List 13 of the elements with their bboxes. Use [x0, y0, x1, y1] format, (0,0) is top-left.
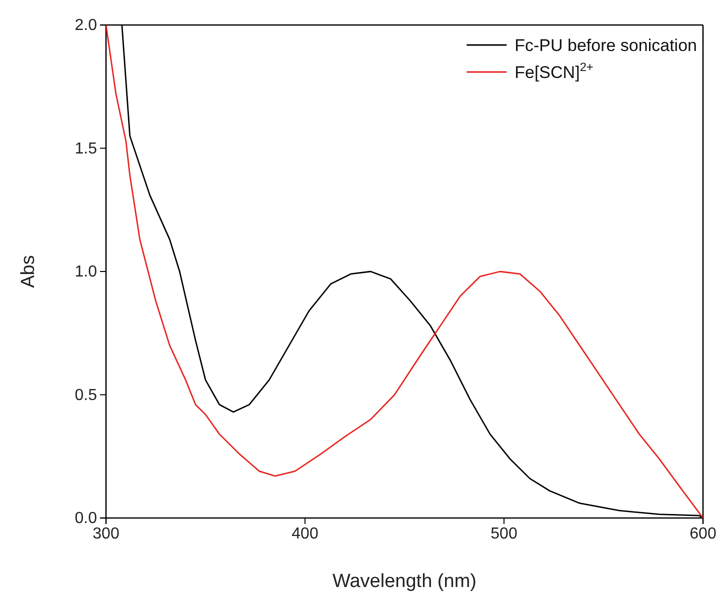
x-axis-title: Wavelength (nm): [332, 571, 476, 592]
legend-label: Fe[SCN]$^{2+}$: [514, 60, 594, 82]
legend-label: Fc-PU before sonication: [514, 36, 697, 55]
y-tick-label: 2.0: [74, 17, 98, 34]
x-tick-label: 300: [92, 525, 120, 542]
y-tick-label: 1.5: [74, 140, 98, 158]
y-tick-label: 0.0: [74, 510, 98, 528]
y-tick-label: 1.0: [74, 264, 98, 281]
x-tick-label: 600: [690, 525, 716, 542]
y-tick-label: 0.5: [74, 386, 98, 404]
y-axis-title: Abs: [18, 255, 39, 288]
x-tick-label: 400: [292, 525, 318, 542]
x-tick-label: 500: [490, 525, 518, 542]
